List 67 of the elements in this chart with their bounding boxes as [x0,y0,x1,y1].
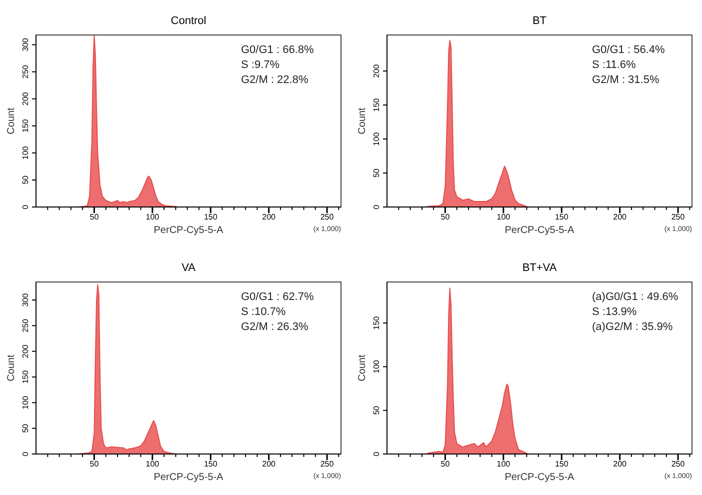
x-tick-label: 150 [204,212,218,222]
y-tick-label: 0 [21,451,30,456]
annotation: G0/G1 : 66.8% [241,44,314,56]
annotation: S :9.7% [241,59,280,71]
x-tick-label: 200 [613,212,628,222]
y-tick-label: 0 [372,451,381,456]
x-axis-title: PerCP-Cy5-5-A [504,472,575,483]
x-tick-label: 200 [262,212,276,222]
y-tick-label: 250 [21,64,30,78]
y-tick-label: 100 [372,132,381,146]
chart-title: VA [182,262,196,274]
y-tick-label: 200 [372,64,381,78]
y-tick-label: 150 [21,118,30,133]
x-tick-label: 50 [440,212,450,222]
x-axis-title: PerCP-Cy5-5-A [154,225,224,236]
y-tick-label: 0 [21,204,30,210]
annotation: S :13.9% [592,306,637,318]
y-tick-label: 50 [372,168,381,178]
x-axis-title: PerCP-Cy5-5-A [154,472,224,483]
x-tick-label: 50 [90,212,100,222]
x-tick-label: 250 [671,212,686,222]
x-tick-label: 200 [262,460,276,469]
x-tick-label: 150 [554,460,569,469]
x-axis-title: PerCP-Cy5-5-A [504,225,575,236]
annotation: G0/G1 : 62.7% [241,291,314,303]
annotation: G2/M : 26.3% [241,321,308,333]
x-tick-label: 100 [496,212,511,222]
y-axis-title: Count [357,107,368,134]
y-tick-label: 150 [372,316,381,330]
y-tick-label: 100 [372,359,381,374]
annotation: (a)G0/G1 : 49.6% [592,291,678,303]
annotation: G0/G1 : 56.4% [592,44,665,56]
x-tick-label: 100 [146,212,160,222]
chart-title: BT [532,15,547,27]
y-tick-label: 100 [21,395,30,410]
y-tick-label: 100 [21,146,30,160]
y-tick-label: 150 [21,370,30,384]
y-tick-label: 200 [21,92,30,106]
x-tick-label: 250 [320,460,334,469]
y-tick-label: 300 [21,292,30,307]
y-tick-label: 50 [21,174,30,184]
y-tick-label: 250 [21,318,30,332]
x-tick-label: 150 [554,212,569,222]
y-tick-label: 50 [372,405,381,415]
x-tick-label: 250 [671,460,686,469]
y-tick-label: 300 [21,38,30,52]
y-axis-title: Count [6,354,17,382]
x-tick-label: 200 [613,460,628,469]
annotation: G2/M : 31.5% [592,74,660,86]
y-tick-label: 0 [372,204,381,210]
chart-title: Control [170,15,206,27]
x-tick-label: 50 [440,460,450,469]
annotation: (a)G2/M : 35.9% [592,321,673,333]
x-tick-label: 250 [320,212,334,222]
y-tick-label: 200 [21,344,30,358]
y-tick-label: 50 [21,423,30,433]
y-axis-title: Count [357,354,368,382]
annotation: S :11.6% [592,59,636,71]
chart-title: BT+VA [522,262,558,274]
x-tick-label: 50 [90,460,100,469]
x-tick-label: 100 [146,460,160,469]
x-tick-label: 100 [496,460,511,469]
y-tick-label: 150 [372,98,381,112]
x-tick-label: 150 [204,460,218,469]
y-axis-title: Count [6,107,17,134]
annotation: G2/M : 22.8% [241,74,308,86]
annotation: S :10.7% [241,306,286,318]
